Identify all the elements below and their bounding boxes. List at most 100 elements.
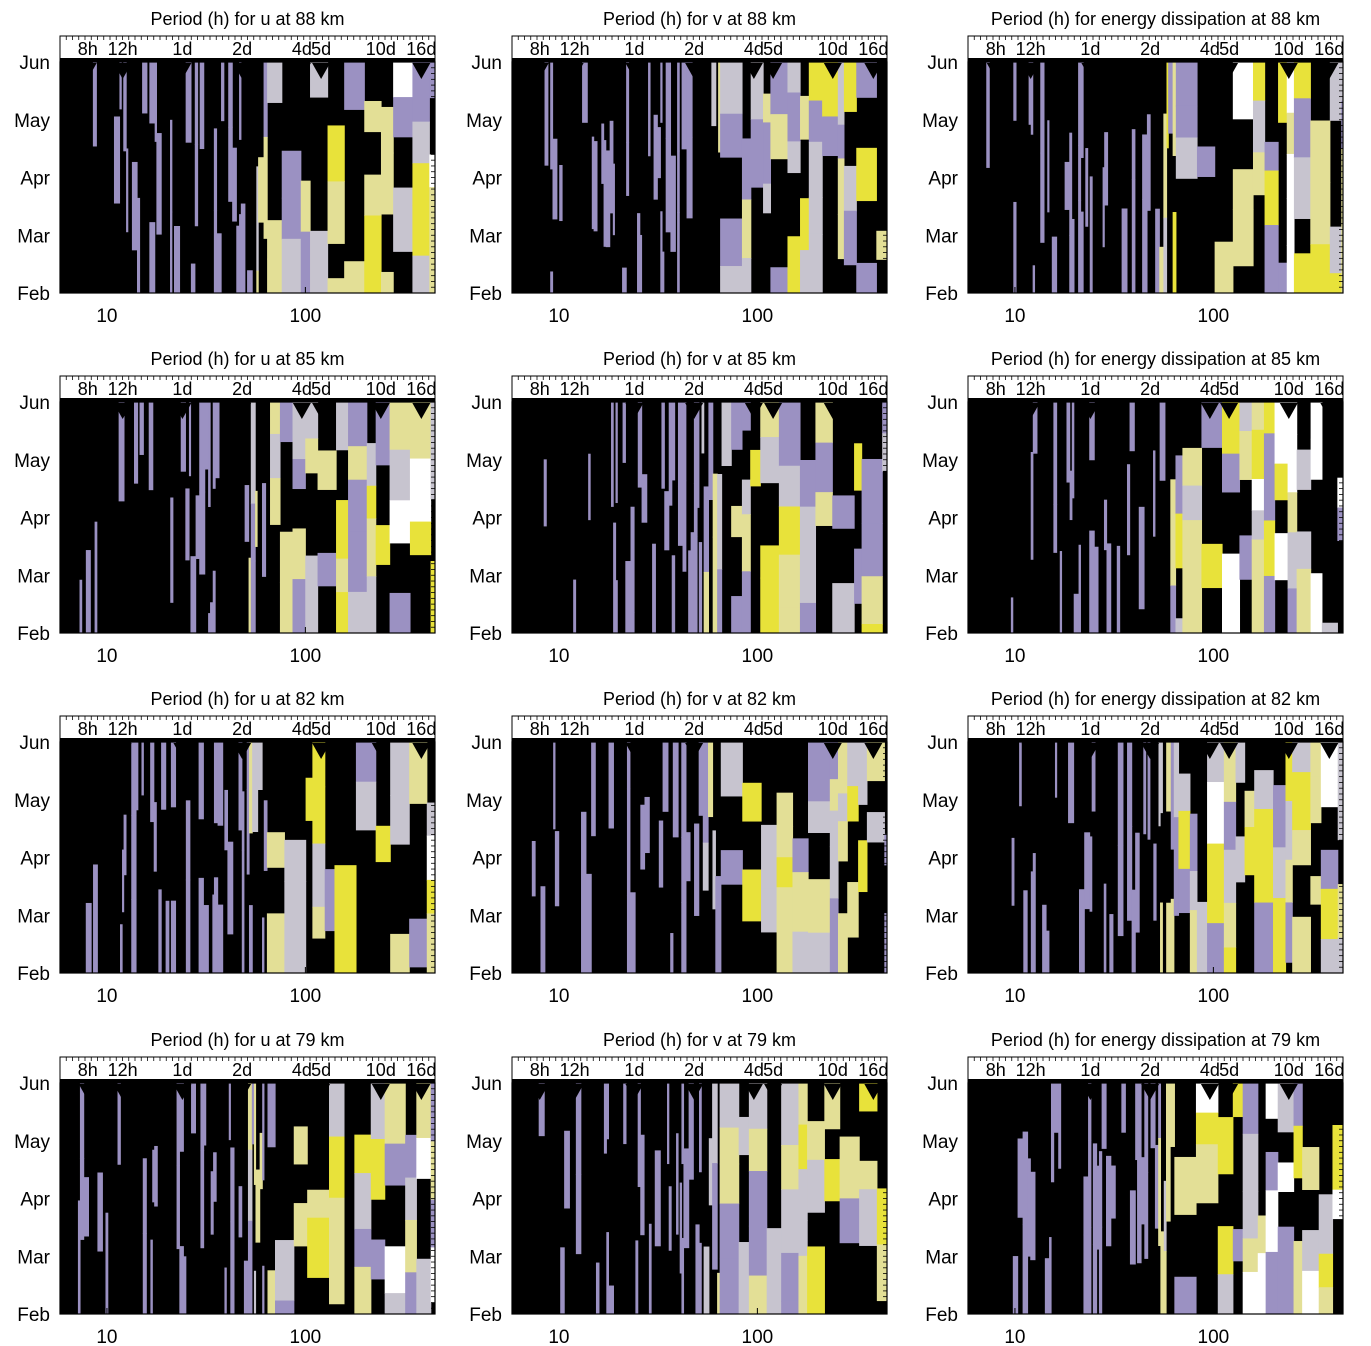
heatmap-cell [85,902,92,973]
heatmap-cell [1296,568,1312,633]
period-marker-icon [371,743,390,759]
top-tick-label: 12h [1016,39,1046,59]
heatmap-cell [1341,148,1343,185]
heatmap-cell [1274,533,1289,581]
top-tick-label: 5d [763,719,783,739]
heatmap-cell [307,1217,330,1278]
heatmap-cell [866,812,885,843]
heatmap-cell [292,528,306,580]
heatmap-cell [1170,585,1177,633]
heatmap-cell [1092,1143,1098,1245]
heatmap-cell [1251,539,1265,633]
heatmap-cell [720,266,743,293]
heatmap-cell [1163,1180,1167,1252]
heatmap-cell [778,402,801,467]
heatmap-cell [250,503,256,562]
top-tick-label: 4d [744,1060,764,1080]
heatmap-cell [1302,1147,1320,1190]
heatmap-cell [677,211,680,293]
y-tick-label: Apr [472,169,502,190]
heatmap-cell [1293,98,1311,158]
heatmap-cell [763,183,772,214]
period-marker-icon [744,403,763,419]
heatmap-cell [717,1272,721,1314]
heatmap-cell [1131,179,1136,293]
heatmap-cell [185,879,191,973]
heatmap-cell [671,555,676,633]
heatmap-cell [366,576,377,633]
heatmap-cell [1137,1156,1142,1264]
heatmap-cell [384,1083,406,1145]
heatmap-cell [741,199,752,259]
period-marker-icon [233,743,252,759]
heatmap-cell [412,121,430,164]
y-tick-label: Mar [469,566,502,587]
period-marker-icon [823,743,842,759]
heatmap-cell [543,459,547,527]
heatmap-cell [595,1262,600,1314]
heatmap-cell [267,1270,276,1314]
heatmap-cell [370,1239,386,1280]
chart-title: Period (h) for v at 79 km [603,1030,796,1050]
heatmap-cell [312,786,326,845]
heatmap-cell [113,116,121,204]
heatmap-cell [1257,1253,1267,1314]
heatmap-cell [760,437,780,484]
chart-title: Period (h) for energy dissipation at 88 … [991,9,1320,29]
heatmap-cell [540,886,546,973]
heatmap-cell [257,742,263,791]
heatmap-cell [429,154,435,188]
heatmap-cell [267,62,283,103]
heatmap-cell [1142,199,1148,293]
heatmap-cell [1160,1231,1165,1314]
y-tick-label: Mar [17,226,50,247]
heatmap-cell [856,147,877,202]
y-tick-label: Feb [17,1305,50,1326]
heatmap-cell [681,62,688,150]
heatmap-cell [712,1083,718,1164]
top-tick-label: 1d [172,719,192,739]
y-tick-label: Mar [925,566,958,587]
period-marker-icon [823,403,842,419]
y-tick-label: Apr [928,169,958,190]
chart-panel: Period (h) for u at 82 km 8h 12h 1d 2d 4d 5d 10… [14,689,436,1007]
heatmap-cell [1012,1256,1019,1314]
top-tick-label: 12h [560,719,590,739]
period-marker-icon [113,743,132,759]
heatmap-cell [375,525,391,565]
heatmap-cell [882,433,887,472]
heatmap-cell [1078,889,1085,973]
heatmap-cell [154,62,157,142]
y-tick-label: May [466,111,502,132]
heatmap-cell [667,1083,670,1165]
heatmap-cell [135,742,139,811]
heatmap-cell [1195,1112,1219,1145]
heatmap-cell [1265,1151,1279,1191]
heatmap-cell [575,1083,582,1175]
heatmap-cell [213,210,218,293]
heatmap-cell [776,857,794,888]
heatmap-cell [1287,588,1298,633]
y-tick-label: Apr [472,1190,502,1211]
heatmap-cell [1109,914,1114,973]
heatmap-cell [1337,507,1343,542]
heatmap-cell [1265,1190,1279,1253]
heatmap-cell [1159,246,1164,293]
top-tick-label: 12h [1016,379,1046,399]
heatmap-cell [1318,1287,1334,1314]
heatmap-cell [760,577,780,633]
period-marker-icon [764,743,783,759]
heatmap-cell [170,497,174,603]
heatmap-cell [183,1256,187,1314]
period-marker-icon [1141,1084,1160,1100]
heatmap-cell [1277,1226,1295,1314]
heatmap-cell [255,1169,261,1243]
heatmap-cell [213,128,218,211]
heatmap-cell [248,557,252,633]
heatmap-cell [682,480,687,572]
heatmap-cell [375,402,391,466]
top-tick-label: 2d [1140,39,1160,59]
heatmap-cell [176,1164,180,1250]
y-tick-label: Mar [17,566,50,587]
heatmap-cell [348,531,368,593]
